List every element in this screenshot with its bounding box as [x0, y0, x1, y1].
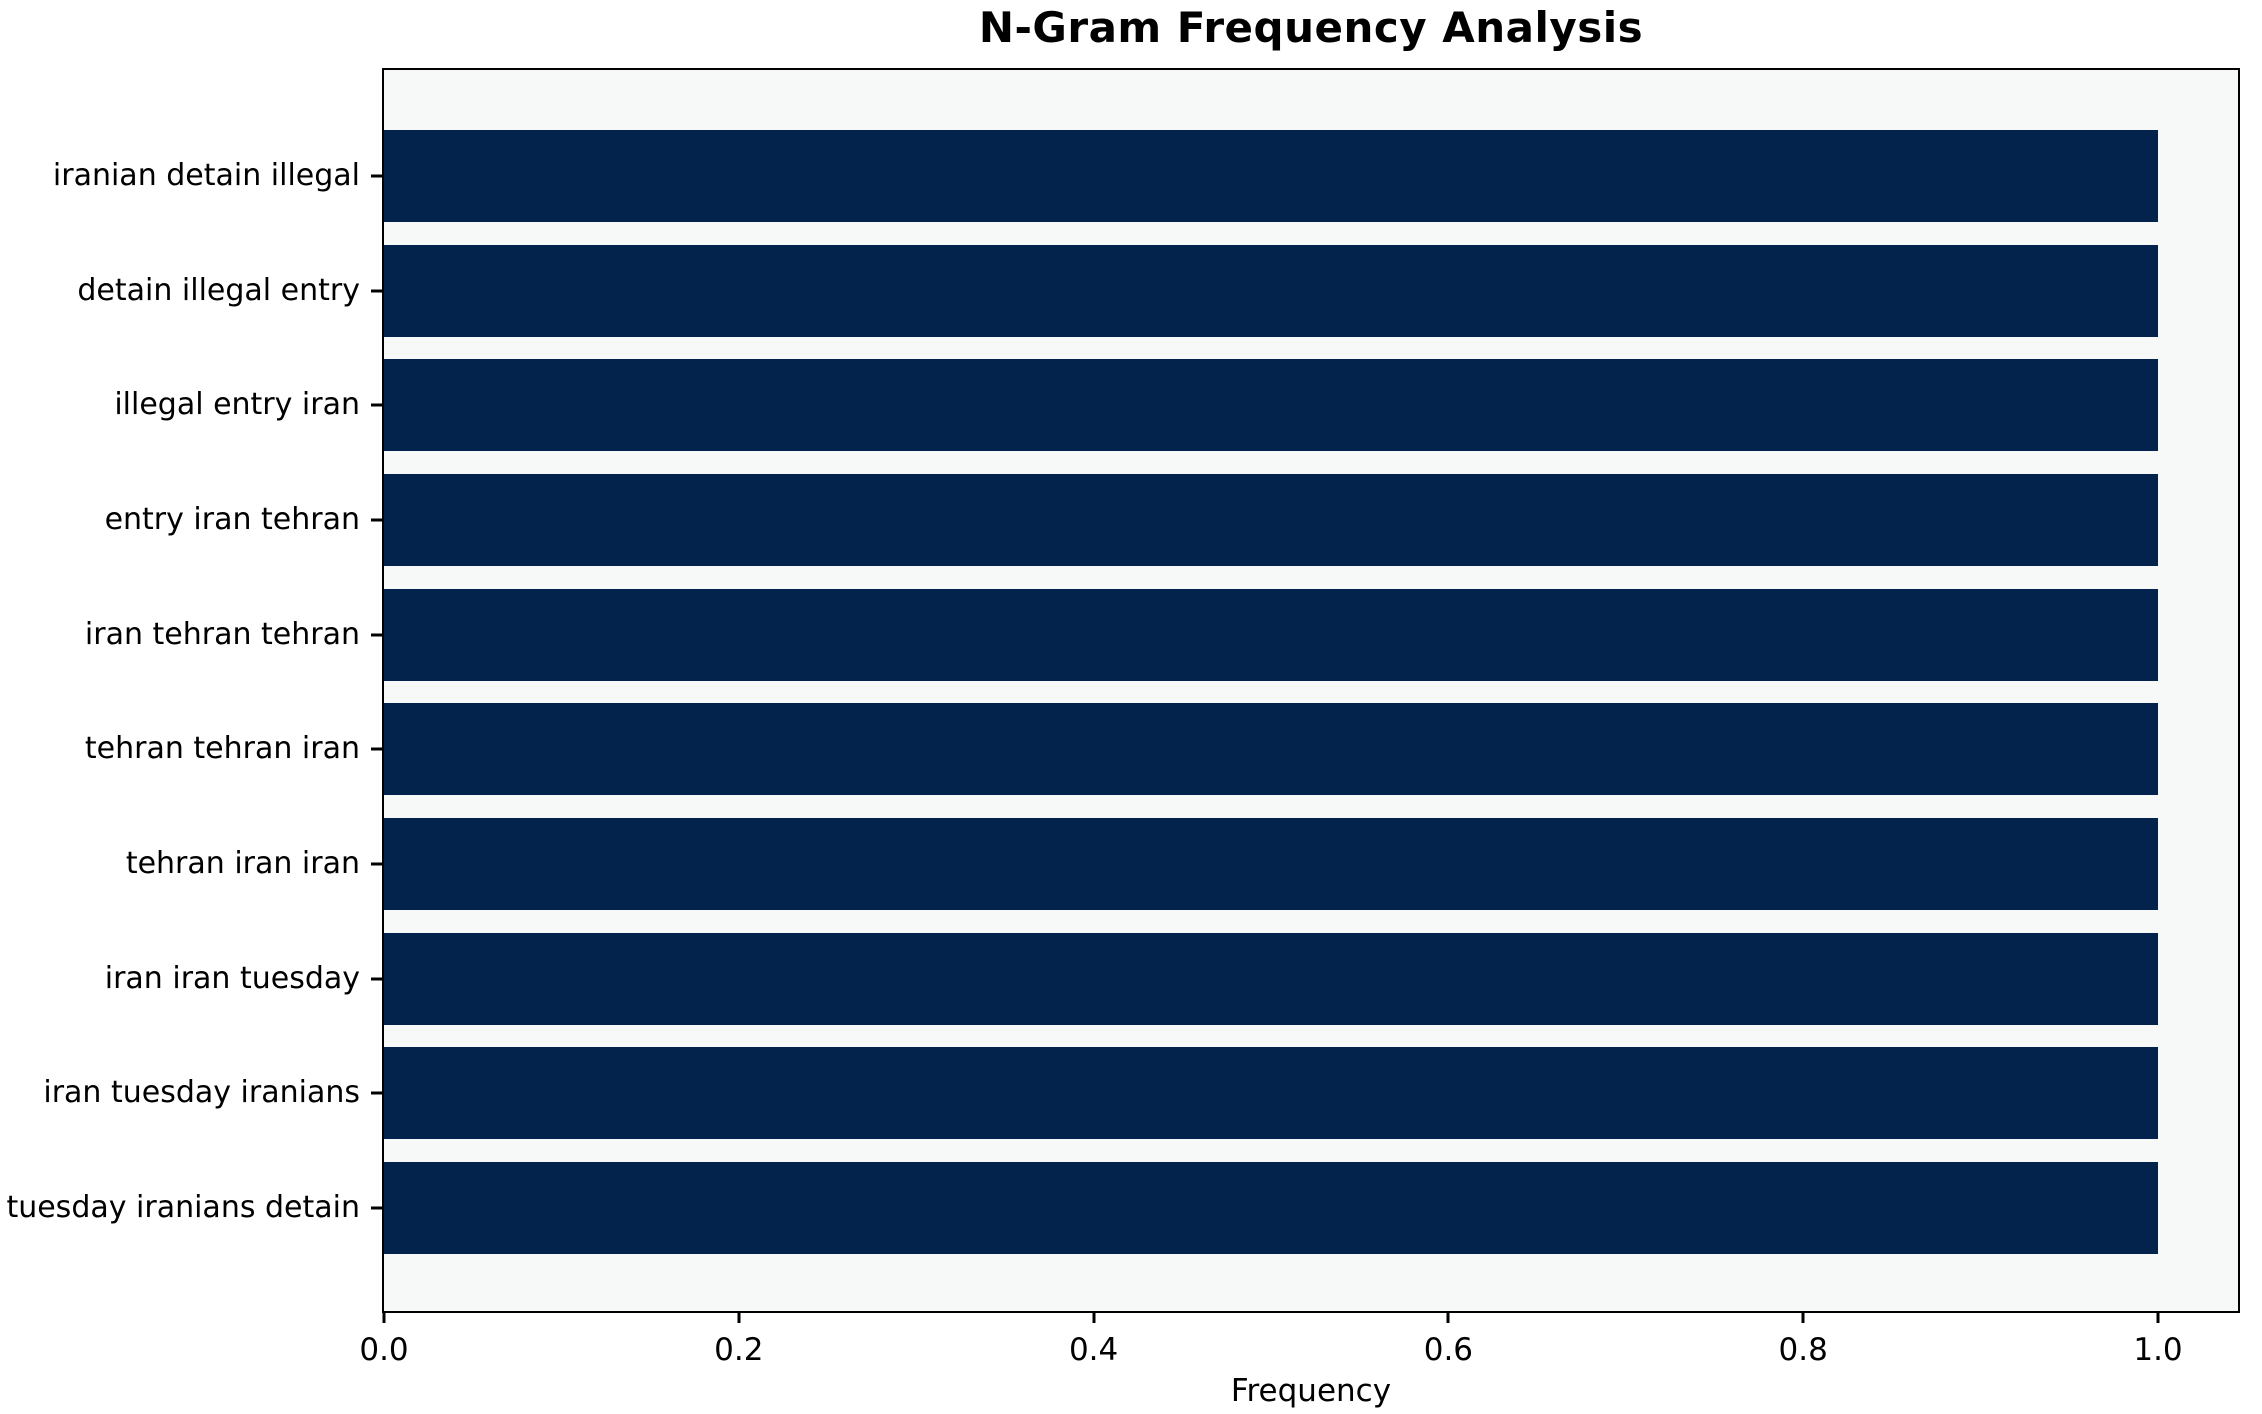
bar	[384, 703, 2158, 796]
x-tick-mark	[737, 1313, 741, 1323]
y-tick-mark	[371, 174, 382, 178]
plot-area	[382, 68, 2240, 1313]
bar	[384, 244, 2158, 337]
y-tick-mark	[371, 862, 382, 866]
x-tick-label: 0.8	[1778, 1332, 1828, 1368]
x-tick-mark	[1092, 1313, 1096, 1323]
y-tick-mark	[371, 1091, 382, 1095]
x-tick-mark	[1446, 1313, 1450, 1323]
x-tick-mark	[2156, 1313, 2160, 1323]
x-axis-label: Frequency	[1230, 1373, 1392, 1409]
y-tick-mark	[371, 977, 382, 981]
y-tick-label: iran iran tuesday	[104, 960, 360, 996]
x-tick-label: 0.4	[1068, 1332, 1119, 1368]
bar	[384, 588, 2158, 681]
y-tick-label: illegal entry iran	[114, 387, 360, 423]
y-tick-mark	[371, 1206, 382, 1210]
bar	[384, 818, 2158, 911]
y-tick-mark	[371, 747, 382, 751]
y-tick-mark	[371, 403, 382, 407]
bar	[384, 130, 2158, 222]
x-tick-label: 1.0	[2133, 1332, 2183, 1368]
bar	[384, 359, 2158, 452]
y-tick-mark	[371, 518, 382, 522]
y-tick-label: iranian detain illegal	[52, 158, 360, 193]
y-tick-label: iran tehran tehran	[84, 616, 360, 652]
x-tick-label: 0.2	[714, 1332, 764, 1368]
y-tick-label: tehran tehran iran	[84, 731, 360, 767]
x-tick-label: 0.0	[359, 1332, 409, 1368]
y-tick-label: detain illegal entry	[77, 272, 360, 308]
y-tick-mark	[371, 289, 382, 293]
y-tick-label: iran tuesday iranians	[43, 1075, 360, 1111]
bar	[384, 474, 2158, 566]
x-tick-mark	[1801, 1313, 1805, 1323]
x-tick-label: 0.6	[1423, 1332, 1474, 1368]
y-tick-label: tuesday iranians detain	[6, 1190, 360, 1226]
bar	[384, 1162, 2158, 1255]
bar	[384, 932, 2158, 1025]
y-tick-mark	[371, 633, 382, 637]
y-tick-label: tehran iran iran	[125, 846, 360, 882]
chart-title: N-Gram Frequency Analysis	[978, 3, 1644, 52]
x-tick-mark	[382, 1313, 386, 1323]
bar	[384, 1047, 2158, 1140]
y-tick-label: entry iran tehran	[104, 502, 360, 537]
